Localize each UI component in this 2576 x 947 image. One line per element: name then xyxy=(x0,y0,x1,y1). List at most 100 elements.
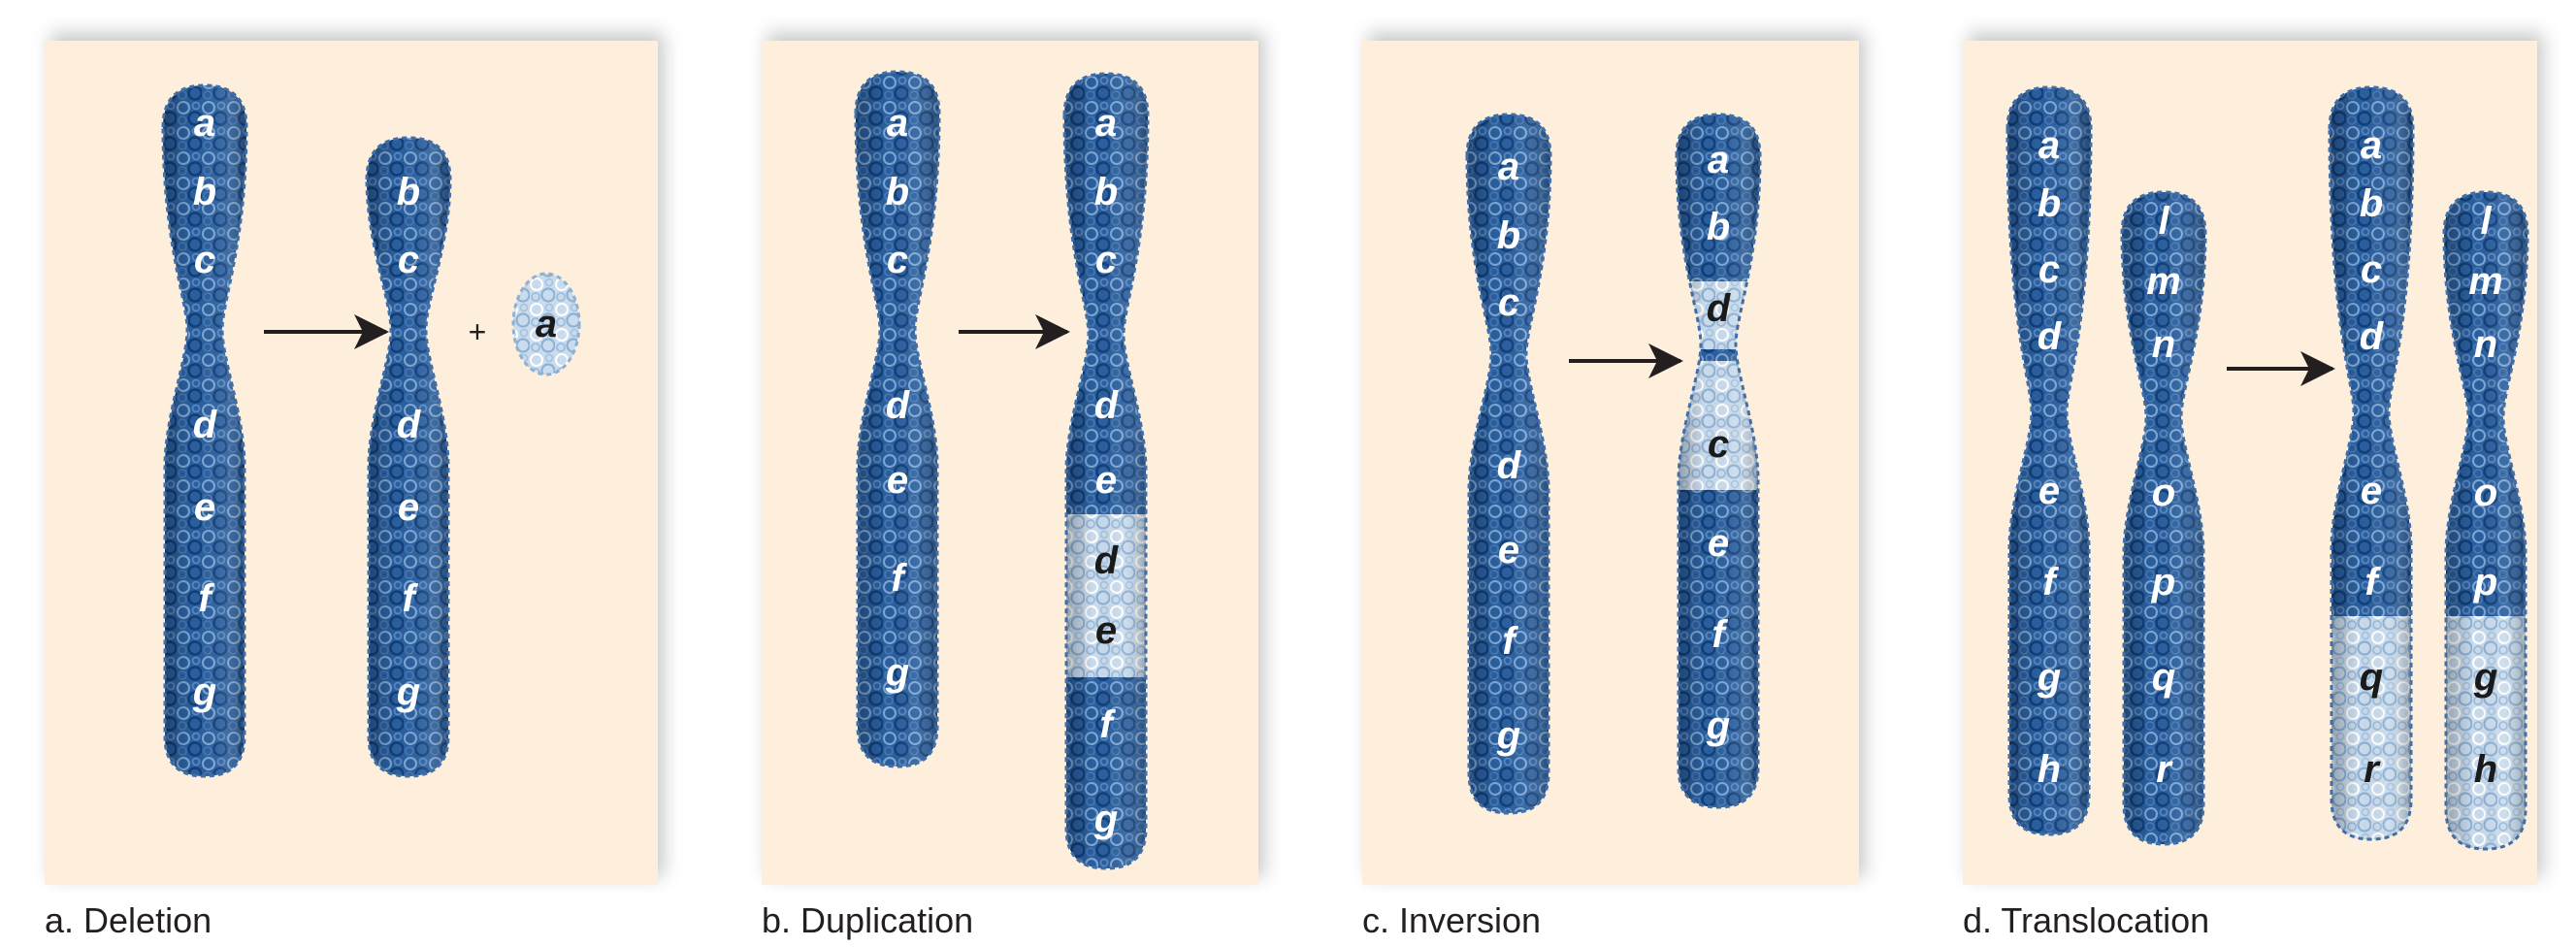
gene-label: g xyxy=(885,651,909,694)
chromatin-shading xyxy=(2007,87,2091,834)
gene-label: b xyxy=(886,171,909,213)
gene-label: f xyxy=(1502,620,1518,663)
panel-inversion xyxy=(1362,41,1859,885)
gene-label: e xyxy=(1095,609,1117,652)
gene-label: g xyxy=(2037,656,2061,699)
chromatin-shading xyxy=(163,85,246,776)
chromatin-edge xyxy=(2328,85,2415,841)
gene-label: d xyxy=(193,404,218,446)
gene-label: c xyxy=(1095,239,1117,281)
gene-label: d xyxy=(1497,444,1522,487)
chromatin-edge xyxy=(1675,113,1762,809)
chromatin-edge xyxy=(2005,85,2093,836)
gene-label: q xyxy=(2360,656,2383,699)
gene-label: f xyxy=(1712,613,1728,656)
gene-label: o xyxy=(2152,472,2175,514)
chromatin-shading xyxy=(2330,87,2413,839)
gene-label: g xyxy=(1496,714,1520,757)
gene-label: o xyxy=(2474,472,2497,514)
chromatin-shading xyxy=(2444,192,2527,849)
gene-label: c xyxy=(1708,423,1729,466)
gene-label: d xyxy=(886,384,911,427)
chromatin-shading xyxy=(2122,192,2205,844)
gene-label: g xyxy=(2473,656,2497,699)
gene-label: a xyxy=(536,303,557,345)
gene-label: n xyxy=(2152,323,2175,366)
gene-label: m xyxy=(2146,260,2181,303)
gene-label: c xyxy=(194,239,215,281)
gene-label: e xyxy=(2361,470,2382,512)
chromosome: lmn o p q r xyxy=(2120,190,2207,846)
gene-label: c xyxy=(2361,248,2382,291)
fragment-body xyxy=(511,272,581,376)
gene-label: r xyxy=(2364,748,2381,791)
gene-label: a xyxy=(2038,124,2060,167)
gene-label: a xyxy=(1708,139,1729,181)
chromatin-edge xyxy=(1465,113,1552,815)
panel-duplication xyxy=(762,41,1258,885)
chromosome: abc de f g xyxy=(1465,113,1552,815)
gene-label: q xyxy=(2152,656,2175,699)
gene-label: m xyxy=(2468,260,2503,303)
gene-label: f xyxy=(402,577,418,620)
gene-label: b xyxy=(2038,182,2061,225)
gene-label: r xyxy=(2156,748,2173,791)
chromatin-shading xyxy=(1064,74,1148,868)
chromosome: bc de f g xyxy=(365,136,452,778)
gene-label: l xyxy=(2158,200,2169,243)
caption-deletion: a. Deletion xyxy=(45,900,212,940)
gene-label: e xyxy=(2038,470,2060,512)
caption-translocation: d. Translocation xyxy=(1963,900,2210,940)
gene-label: f xyxy=(2042,561,2059,604)
gene-label: g xyxy=(396,670,420,713)
gene-label: a xyxy=(887,102,908,145)
gene-label: d xyxy=(397,404,422,446)
gene-label: c xyxy=(887,239,908,281)
gene-label: e xyxy=(1095,459,1117,502)
gene-label: a xyxy=(1498,146,1519,188)
gene-label: d xyxy=(1094,384,1120,427)
gene-label: f xyxy=(1099,703,1116,746)
gene-label: h xyxy=(2474,748,2497,791)
plus-sign: + xyxy=(469,314,487,349)
chromatin-edge xyxy=(365,136,452,778)
deleted-fragment: + a xyxy=(469,272,581,376)
gene-label: g xyxy=(1706,704,1730,747)
gene-label: e xyxy=(194,486,215,529)
gene-label: f xyxy=(198,577,214,620)
chromosome: abc de f g xyxy=(854,70,941,768)
gene-label: n xyxy=(2474,323,2497,366)
gene-label: f xyxy=(891,557,907,600)
gene-label: e xyxy=(1708,522,1729,565)
gene-label: g xyxy=(192,670,216,713)
gene-label: e xyxy=(398,486,419,529)
chromosome: lmn o p g h xyxy=(2442,190,2529,851)
gene-label: d xyxy=(1707,287,1732,330)
gene-label: b xyxy=(2360,182,2383,225)
gene-label: c xyxy=(2038,248,2060,291)
chromosome: abc de f g xyxy=(161,83,248,778)
chromatin-shading xyxy=(367,138,450,776)
gene-label: a xyxy=(194,102,215,145)
gene-label: b xyxy=(1497,214,1520,257)
gene-label: d xyxy=(2360,315,2385,358)
gene-label: c xyxy=(1498,281,1519,324)
gene-label: d xyxy=(2038,315,2063,358)
gene-label: a xyxy=(2361,124,2382,167)
gene-label: e xyxy=(887,459,908,502)
chromatin-shading xyxy=(1677,114,1760,807)
gene-label: h xyxy=(2038,748,2061,791)
chromatin-shading xyxy=(1467,114,1550,813)
chromatin-edge xyxy=(854,70,941,768)
gene-label: p xyxy=(2473,561,2497,604)
gene-label: b xyxy=(1707,206,1730,248)
gene-label: d xyxy=(1094,539,1120,582)
chromosome: abd c e f g xyxy=(1675,113,1762,809)
gene-label: b xyxy=(1094,171,1118,213)
gene-label: l xyxy=(2480,200,2492,243)
gene-label: b xyxy=(193,171,216,213)
